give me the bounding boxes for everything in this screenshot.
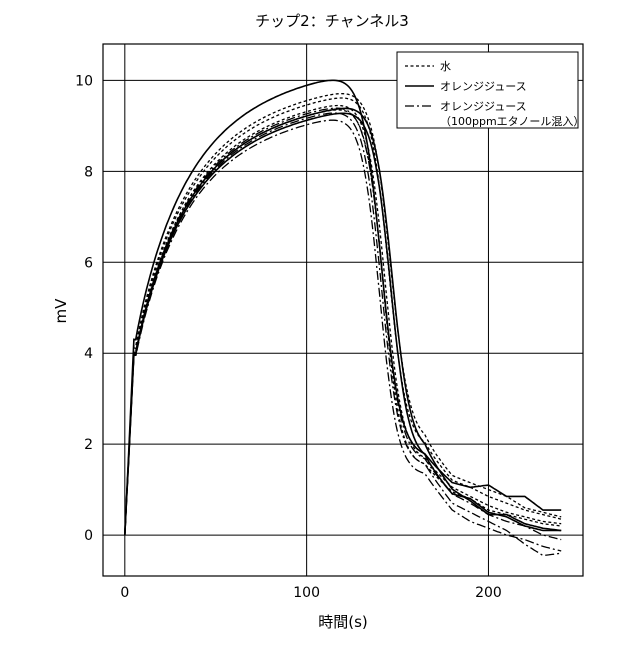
x-axis-label: 時間(s) xyxy=(318,613,368,631)
x-tick-label: 0 xyxy=(120,585,129,601)
series-line-solid xyxy=(125,113,561,535)
series-line-solid xyxy=(125,80,561,535)
series-line-dashdot xyxy=(125,120,561,551)
y-tick-label: 10 xyxy=(75,73,93,89)
legend-label: オレンジジュース xyxy=(440,80,527,93)
y-tick-label: 4 xyxy=(84,346,93,362)
chart-title: チップ2：チャンネル3 xyxy=(255,12,409,30)
y-tick-label: 2 xyxy=(84,437,93,453)
series-line-dashdot xyxy=(125,108,561,539)
legend-label: オレンジジュース xyxy=(440,100,527,113)
x-tick-label: 200 xyxy=(475,585,502,601)
legend-label: （100ppmエタノール混入） xyxy=(440,115,584,128)
y-tick-label: 0 xyxy=(84,528,93,544)
x-tick-label: 100 xyxy=(293,585,320,601)
y-tick-label: 8 xyxy=(84,164,93,180)
series-line-dotted xyxy=(125,106,561,536)
legend: 水オレンジジュースオレンジジュース （100ppmエタノール混入） xyxy=(397,52,584,128)
y-tick-label: 6 xyxy=(84,255,93,271)
series-layer xyxy=(125,80,561,555)
legend-label: 水 xyxy=(440,60,451,73)
series-line-dotted xyxy=(125,98,561,535)
y-axis-label: mV xyxy=(52,298,70,324)
series-line-dotted xyxy=(125,94,561,535)
series-line-solid xyxy=(125,108,561,535)
